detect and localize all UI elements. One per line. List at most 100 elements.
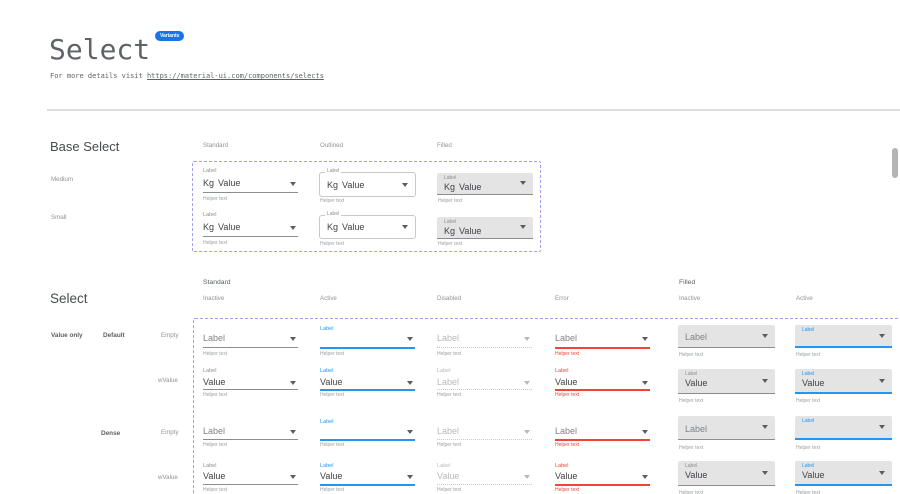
filled-surface <box>795 325 892 348</box>
base-select-standard-small[interactable]: Label Kg Value Helper text <box>203 211 298 248</box>
select-filled-inactive-dense-wvalue[interactable]: Label Value Helper text <box>678 461 775 494</box>
row-label-default-empty: Empty <box>161 332 179 339</box>
dropdown-arrow-icon <box>879 471 885 475</box>
select-underline <box>203 347 298 348</box>
select-value: Kg Value <box>203 178 241 188</box>
column-header-error: Error <box>555 295 569 302</box>
page-title: Select <box>49 33 151 66</box>
select-standard-error-dense-empty[interactable]: Label Helper text <box>555 418 650 450</box>
dropdown-arrow-icon <box>524 337 530 341</box>
dropdown-arrow-icon <box>407 475 413 479</box>
value-prefix: Kg <box>327 180 339 190</box>
select-value: Value <box>685 470 708 480</box>
column-header-inactive: Inactive <box>203 295 225 302</box>
helper-text: Helper text <box>438 241 463 247</box>
select-value: Label <box>437 426 460 436</box>
select-standard-disabled-dense-empty[interactable]: Label Helper text <box>437 418 532 450</box>
select-standard-inactive-dense-empty[interactable]: Label Helper text <box>203 418 298 450</box>
select-filled-active-dense-wvalue[interactable]: Label Value Helper text <box>795 461 892 494</box>
helper-text: Helper text <box>203 392 228 398</box>
row-label-medium: Medium <box>51 176 74 183</box>
base-select-filled-medium[interactable]: Label Kg Value Helper text <box>437 173 533 206</box>
helper-text: Helper text <box>796 490 821 494</box>
helper-text: Helper text <box>320 241 345 247</box>
select-value: Value <box>203 471 226 481</box>
scrollbar-thumb[interactable] <box>892 148 898 178</box>
helper-text: Helper text <box>555 442 580 448</box>
column-header-standard: Standard <box>203 142 229 149</box>
select-standard-error-default-empty[interactable]: Label Helper text <box>555 325 650 359</box>
select-standard-disabled-default-empty[interactable]: Label Helper text <box>437 325 532 359</box>
filled-surface <box>678 325 775 348</box>
select-label: Label <box>802 418 815 424</box>
select-standard-active-dense-empty[interactable]: Label Helper text <box>320 418 415 450</box>
dropdown-arrow-icon <box>524 381 530 385</box>
column-header-active: Active <box>320 295 337 302</box>
select-value: Kg Value <box>327 180 365 190</box>
select-value: Kg Value <box>444 182 482 192</box>
value-prefix: Kg <box>444 182 456 192</box>
select-label: Label <box>802 463 815 469</box>
dropdown-arrow-icon <box>762 379 768 383</box>
select-underline <box>555 389 650 391</box>
dropdown-arrow-icon <box>879 379 885 383</box>
select-standard-error-default-wvalue[interactable]: Label Value Helper text <box>555 367 650 400</box>
select-label: Label <box>203 463 217 469</box>
group-header-filled: Filled <box>679 279 696 286</box>
select-standard-active-default-wvalue[interactable]: Label Value Helper text <box>320 367 415 400</box>
filled-surface <box>437 217 533 239</box>
dropdown-arrow-icon <box>762 471 768 475</box>
base-select-standard-medium[interactable]: Label Kg Value Helper text <box>203 167 298 204</box>
select-standard-inactive-dense-wvalue[interactable]: Label Value Helper text <box>203 462 298 494</box>
base-select-filled-small[interactable]: Label Kg Value Helper text <box>437 217 533 249</box>
select-label: Label <box>325 168 342 174</box>
dropdown-arrow-icon <box>524 475 530 479</box>
select-value: Value <box>203 377 226 387</box>
helper-text: Helper text <box>203 196 228 202</box>
select-standard-active-default-empty[interactable]: Label Helper text <box>320 325 415 359</box>
intro-link[interactable]: https://material-ui.com/components/selec… <box>146 72 324 80</box>
dropdown-arrow-icon <box>642 475 648 479</box>
select-standard-disabled-default-wvalue[interactable]: Label Label Helper text <box>437 367 532 400</box>
select-standard-error-dense-wvalue[interactable]: Label Value Helper text <box>555 462 650 494</box>
helper-text: Helper text <box>679 445 704 451</box>
helper-text: Helper text <box>203 240 228 246</box>
column-header-filled-inactive: Inactive <box>679 295 701 302</box>
select-value: Label <box>437 377 460 387</box>
base-select-heading: Base Select <box>50 139 120 154</box>
dropdown-arrow-icon <box>407 430 413 434</box>
value-prefix: Kg <box>444 226 456 236</box>
select-underline <box>203 484 298 485</box>
select-filled-active-dense-empty[interactable]: Label Helper text <box>795 416 892 453</box>
filled-surface <box>795 416 892 440</box>
select-value: Label <box>437 333 460 343</box>
select-standard-inactive-default-wvalue[interactable]: Label Value Helper text <box>203 367 298 400</box>
helper-text: Helper text <box>555 487 580 493</box>
dropdown-arrow-icon <box>879 334 885 338</box>
select-underline <box>203 192 298 193</box>
select-filled-inactive-dense-empty[interactable]: Label Helper text <box>678 416 775 453</box>
select-standard-active-dense-wvalue[interactable]: Label Value Helper text <box>320 462 415 494</box>
helper-text: Helper text <box>437 392 462 398</box>
select-label: Label <box>437 463 451 469</box>
dropdown-arrow-icon <box>290 475 296 479</box>
value-prefix: Kg <box>203 178 215 188</box>
select-standard-inactive-default-empty[interactable]: Label Helper text <box>203 325 298 359</box>
helper-text: Helper text <box>437 351 462 357</box>
select-filled-inactive-default-empty[interactable]: Label Helper text <box>678 325 775 360</box>
base-select-outlined-medium[interactable]: Label Kg Value Helper text <box>319 168 416 206</box>
base-select-outlined-small[interactable]: Label Kg Value Helper text <box>319 212 416 249</box>
select-filled-inactive-default-wvalue[interactable]: Label Value Helper text <box>678 369 775 406</box>
select-standard-disabled-dense-wvalue[interactable]: Label Value Helper text <box>437 462 532 494</box>
helper-text: Helper text <box>320 442 345 448</box>
dropdown-arrow-icon <box>290 430 296 434</box>
select-label: Label <box>320 419 334 425</box>
dropdown-arrow-icon <box>407 381 413 385</box>
select-filled-active-default-wvalue[interactable]: Label Value Helper text <box>795 369 892 406</box>
select-value: Label <box>203 426 226 436</box>
row-scope-label: Value only <box>51 332 83 339</box>
helper-text: Helper text <box>796 398 821 404</box>
select-label: Label <box>802 327 815 333</box>
select-filled-active-default-empty[interactable]: Label Helper text <box>795 325 892 360</box>
filled-surface <box>678 369 775 394</box>
